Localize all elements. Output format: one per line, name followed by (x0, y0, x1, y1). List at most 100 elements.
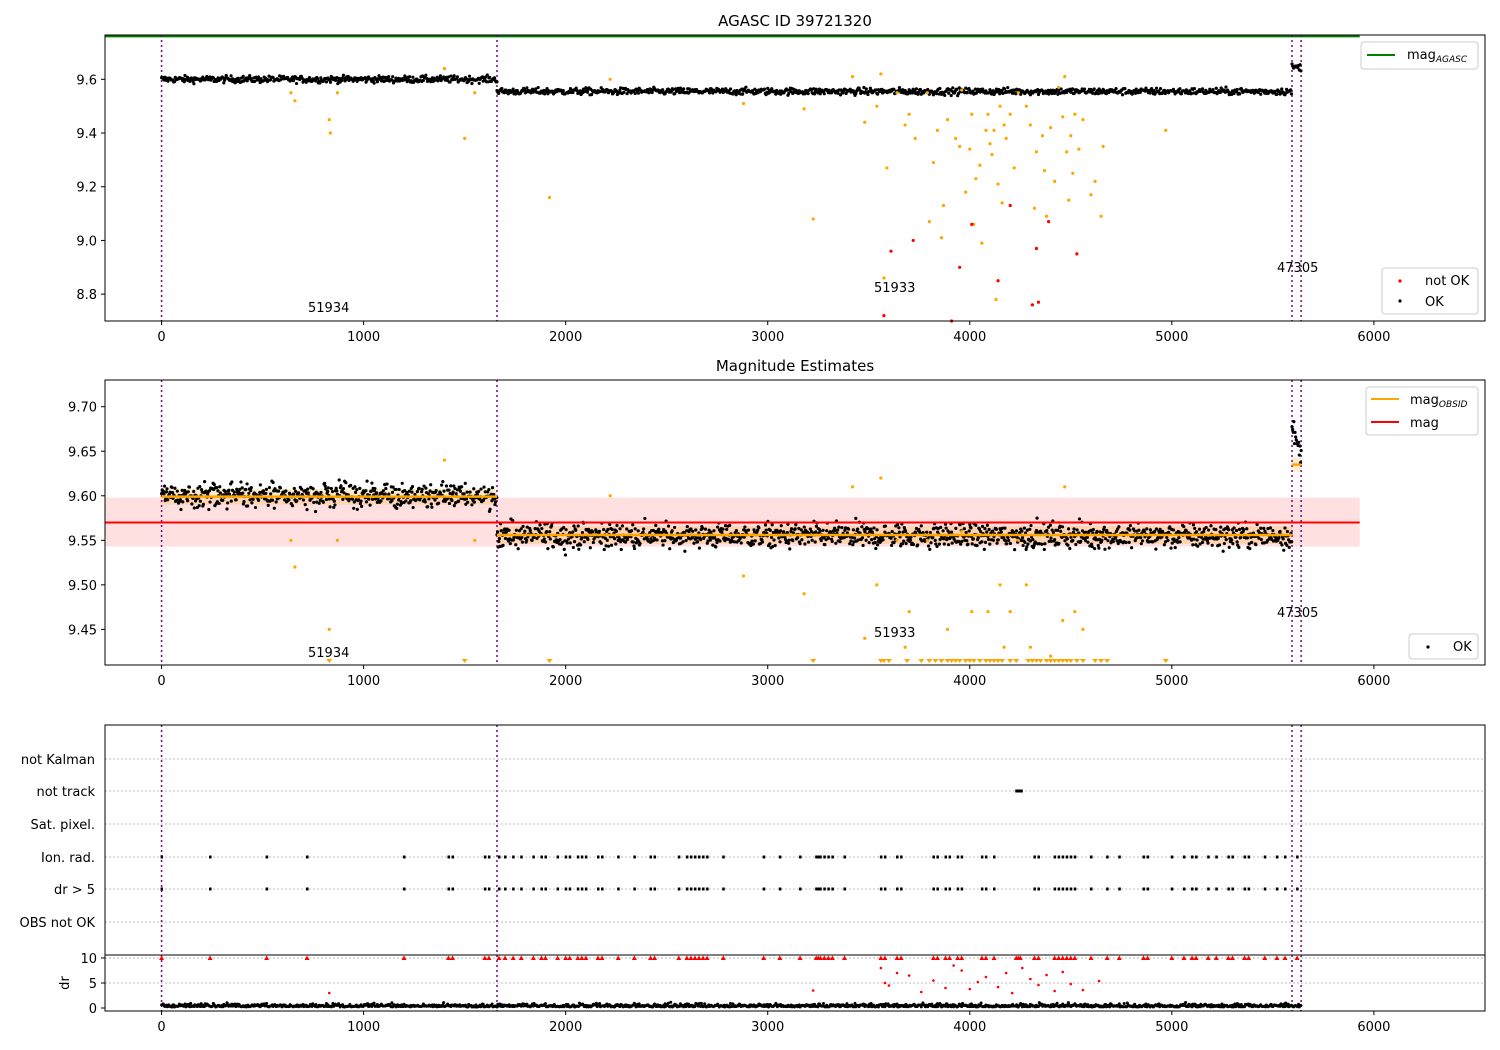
flag-marker (896, 887, 899, 891)
ok-point (1294, 435, 1298, 439)
suspect-point (931, 160, 936, 165)
ok-point (897, 526, 901, 530)
ok-point (223, 489, 227, 493)
ok-point (1271, 528, 1275, 533)
ok-point (852, 540, 856, 544)
flag-marker (1227, 887, 1230, 891)
ok-point (181, 77, 185, 81)
ok-point (768, 542, 772, 546)
ok-point (897, 530, 902, 534)
ok-point (908, 538, 912, 542)
ok-point (519, 527, 523, 531)
ok-point (487, 487, 491, 492)
ok-point (391, 75, 395, 79)
ok-point (783, 535, 787, 539)
not-ok-point (1075, 252, 1079, 256)
ok-point (336, 82, 340, 86)
ok-point (1117, 525, 1121, 529)
ok-point (614, 542, 618, 546)
ok-point (920, 539, 924, 543)
clipped-marker (1037, 659, 1044, 663)
flag-marker (497, 887, 501, 891)
x-tick-label: 6000 (1357, 330, 1390, 345)
ok-point (1168, 525, 1172, 529)
ok-point (786, 541, 791, 545)
ok-point (1058, 524, 1062, 528)
ok-point (271, 75, 275, 80)
not-ok-point (996, 279, 1000, 283)
ok-point (511, 87, 515, 91)
ok-point (1090, 542, 1094, 546)
ok-point (868, 530, 872, 534)
suspect-point (998, 104, 1002, 108)
ok-point (970, 542, 974, 546)
ok-point (581, 87, 586, 91)
suspect-point (1069, 134, 1073, 138)
ok-point (610, 527, 614, 532)
ok-point (239, 480, 243, 484)
ok-point (241, 502, 246, 506)
ok-point (1037, 542, 1042, 546)
ok-point (449, 74, 453, 78)
panel1-x-ticks: 0 1000 2000 3000 4000 5000 6000 (157, 321, 1390, 345)
ok-point (1059, 529, 1063, 533)
ok-point (468, 490, 472, 494)
ok-point (536, 85, 540, 90)
ok-point (324, 80, 329, 84)
ok-point (1154, 547, 1158, 551)
suspect-point (907, 609, 911, 614)
ok-point (181, 500, 185, 504)
flag-marker (1057, 887, 1061, 891)
flag-marker (564, 887, 568, 891)
flag-marker (879, 887, 883, 891)
ok-point (849, 539, 853, 543)
ok-point (638, 541, 642, 546)
flag-marker (932, 855, 935, 859)
ok-point (163, 484, 167, 488)
ok-point (1214, 86, 1218, 90)
clipped-marker (926, 659, 933, 663)
ok-point (1189, 92, 1193, 96)
ok-point (873, 537, 877, 541)
ok-point (1200, 87, 1205, 91)
ok-point (170, 490, 175, 495)
ok-point (549, 524, 554, 528)
ok-point (470, 81, 474, 86)
ok-point (393, 79, 397, 83)
ok-point (633, 527, 637, 531)
ok-point (1187, 535, 1191, 539)
flag-marker (1142, 855, 1146, 859)
x-tick-label: 4000 (953, 674, 986, 689)
ok-point (472, 500, 476, 504)
ok-point (946, 543, 951, 547)
ok-point (467, 74, 472, 78)
clipped-marker (991, 659, 998, 663)
ok-point (448, 491, 452, 496)
ok-point (824, 538, 828, 542)
ok-point (1237, 527, 1242, 531)
x-tick-label: 1000 (347, 674, 380, 689)
ok-point (488, 507, 492, 511)
ok-point (631, 523, 635, 527)
ok-point (533, 527, 537, 531)
ok-point (324, 487, 328, 491)
ok-point (528, 528, 532, 533)
ok-point (602, 527, 606, 532)
ok-point (534, 87, 538, 91)
ok-point (234, 498, 238, 502)
suspect-point (994, 297, 998, 302)
ok-point (574, 528, 578, 532)
ok-point (1178, 540, 1182, 544)
flag-marker (209, 855, 212, 859)
ok-point (957, 540, 961, 544)
ok-point (168, 490, 172, 494)
flag-marker (1061, 855, 1065, 859)
ok-point (1259, 537, 1263, 542)
not-ok-point (911, 238, 915, 243)
ok-point (1263, 529, 1267, 533)
flag-label-sat-pixel: Sat. pixel. (31, 818, 95, 833)
ok-point (696, 540, 700, 544)
ok-point (605, 538, 609, 542)
ok-point (390, 498, 394, 503)
ok-point (1266, 527, 1270, 531)
